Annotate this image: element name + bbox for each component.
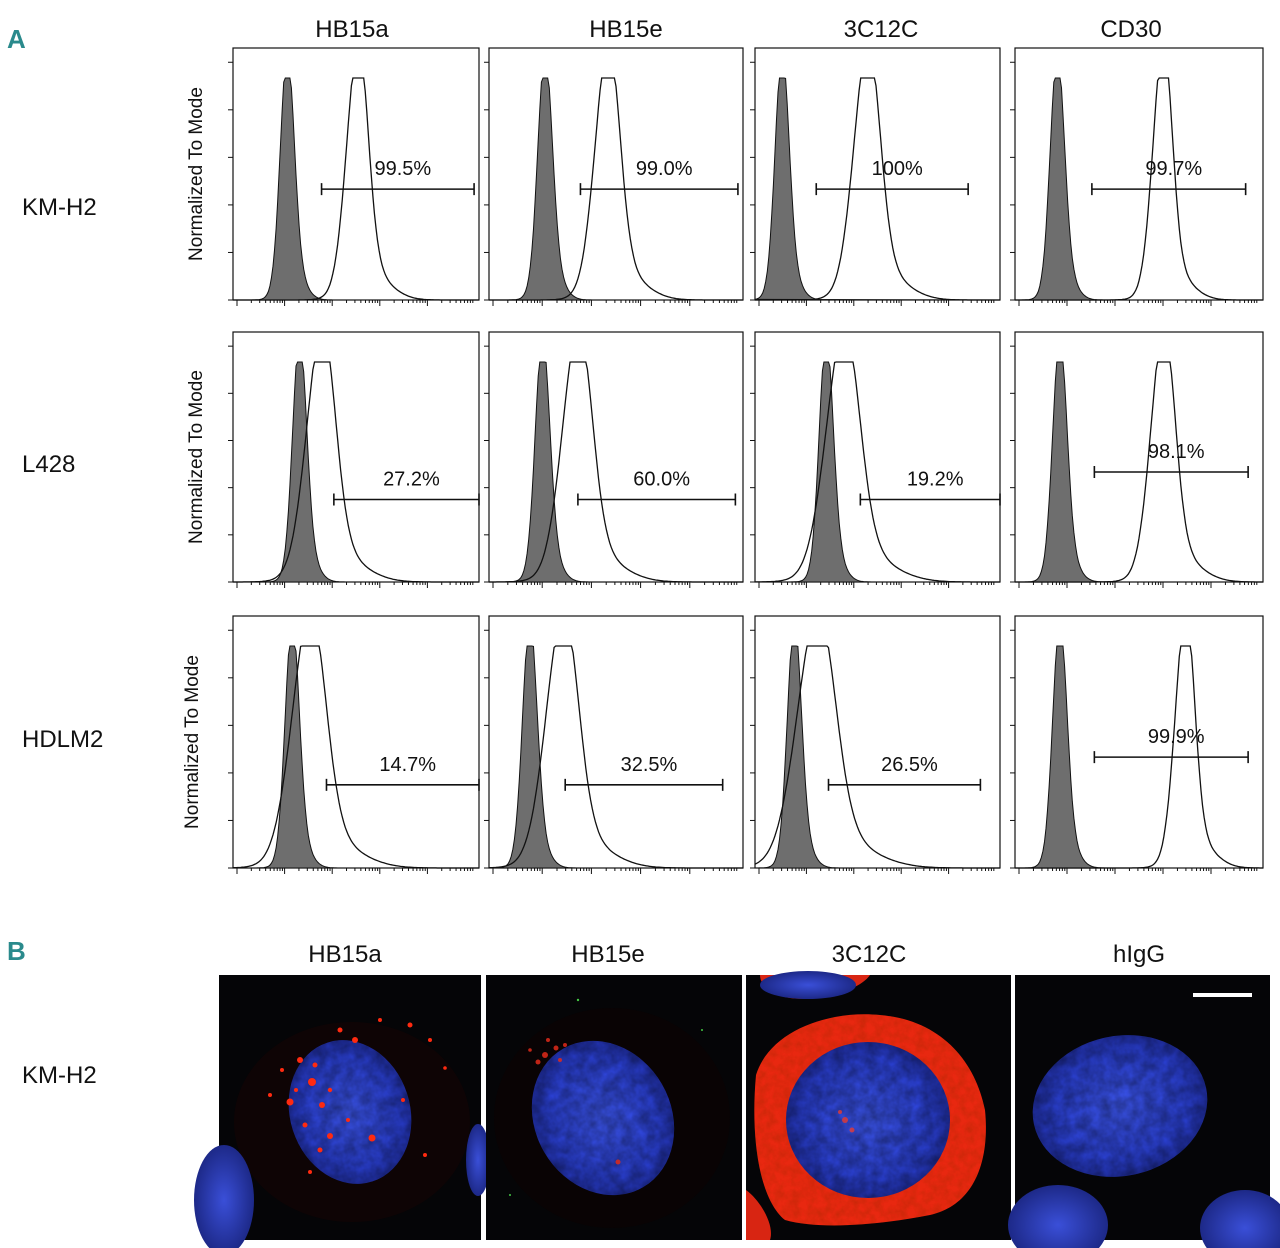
panel-a-column-titles: HB15a HB15e 3C12C CD30 [315,16,1161,43]
plot-frame [488,331,744,583]
gate-percent-label: 98.1% [1148,441,1205,463]
micrograph-title-hb15a: HB15a [308,941,382,968]
row-label-hdlm2: HDLM2 [22,726,103,753]
histogram-km-h2-hb15a: 99.5% [228,47,480,306]
antibody-histogram [489,361,743,583]
plot-frame [232,615,480,869]
histogram-l428-hb15a: 27.2% [228,331,480,588]
antibody-histogram [233,77,479,301]
panel-b-row-label: KM-H2 [22,1062,97,1089]
isotype-control-histogram [1015,361,1263,583]
panel-a-row-labels: KM-H2 Normalized To Mode L428 Normalized To… [22,87,207,829]
histogram-hdlm2-3c12c: 26.5% [750,615,1001,874]
scale-bar [1193,993,1252,997]
gate-percent-label: 99.7% [1145,158,1202,180]
micrograph-hb15e [486,975,742,1240]
histogram-hdlm2-hb15e: 32.5% [484,615,744,874]
isotype-control-histogram [233,361,479,583]
plot-frame [232,47,480,301]
plot-frame [754,331,1001,583]
antibody-histogram [489,645,743,869]
column-title-cd30: CD30 [1100,16,1161,43]
column-title-hb15a: HB15a [315,16,389,43]
histogram-km-h2-hb15e: 99.0% [484,47,744,306]
histogram-hdlm2-cd30: 99.9% [1010,615,1264,874]
y-axis-label: Normalized To Mode [186,87,207,261]
panel-letter-b: B [7,936,26,966]
y-axis-label: Normalized To Mode [182,655,203,829]
column-title-3c12c: 3C12C [844,16,919,43]
plot-frame [232,331,480,583]
gate-percent-label: 32.5% [621,754,678,776]
gate-percent-label: 60.0% [633,469,690,491]
panel-letter-a: A [7,24,26,54]
histogram-km-h2-3c12c: 100% [750,47,1001,306]
row-label-l428: L428 [22,451,75,478]
antibody-histogram [755,361,1000,583]
micrograph-title-higg: hIgG [1113,941,1165,968]
histogram-l428-hb15e: 60.0% [484,331,744,588]
isotype-control-histogram [489,361,743,583]
antibody-histogram [233,645,479,869]
histogram-km-h2-cd30: 99.7% [1010,47,1264,306]
antibody-histogram [754,645,1000,869]
micrograph-title-3c12c: 3C12C [832,941,907,968]
antibody-histogram [1015,77,1263,301]
histogram-l428-3c12c: 19.2% [750,331,1001,588]
gate-percent-label: 26.5% [881,754,938,776]
isotype-control-histogram [233,645,479,869]
antibody-histogram [755,77,1000,301]
antibody-histogram [233,361,479,583]
gate-percent-label: 99.0% [636,158,693,180]
micrograph-3c12c [746,971,1011,1240]
row-label-km-h2: KM-H2 [22,194,97,221]
histogram-l428-cd30: 98.1% [1010,331,1264,588]
gate-percent-label: 14.7% [379,754,436,776]
panel-a-histograms: 99.5% 99.0% 100% 99.7% 27.2% 60.0% 19.2% 98.1% 1… [228,47,1264,874]
gate-percent-label: 100% [872,158,923,180]
gate-percent-label: 99.9% [1148,726,1205,748]
micrograph-higg [1008,975,1280,1248]
y-axis-label: Normalized To Mode [186,370,207,544]
antibody-histogram [489,77,743,301]
micrograph-title-hb15e: HB15e [571,941,644,968]
antibody-histogram [1015,361,1263,583]
histogram-hdlm2-hb15a: 14.7% [228,615,480,874]
antibody-histogram [1015,645,1263,869]
gate-percent-label: 99.5% [374,158,431,180]
column-title-hb15e: HB15e [589,16,662,43]
panel-b-column-titles: HB15a HB15e 3C12C hIgG [308,941,1165,968]
gate-percent-label: 27.2% [383,469,440,491]
gate-percent-label: 19.2% [907,469,964,491]
micrograph-hb15a [194,975,490,1248]
